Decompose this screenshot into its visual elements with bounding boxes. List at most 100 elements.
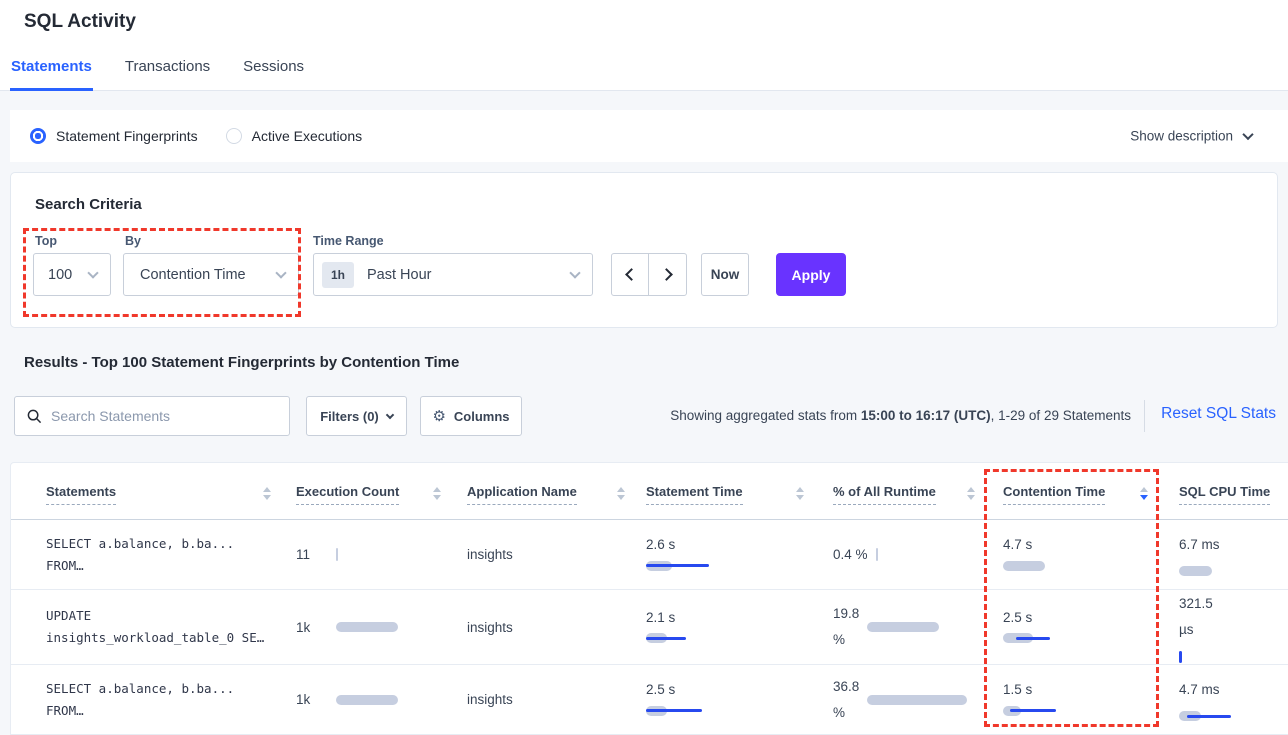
sort-down-icon xyxy=(433,495,441,500)
table-row: SELECT a.balance, b.ba... FROM… 1k insights… xyxy=(11,665,1288,735)
chevron-down-icon xyxy=(275,266,287,279)
bar-blue xyxy=(646,709,702,712)
bar-chart xyxy=(646,632,758,645)
column-header-sql-cpu-time[interactable]: SQL CPU Time xyxy=(1179,484,1271,505)
bar-chart xyxy=(1179,565,1288,578)
sort-icon-statements[interactable] xyxy=(263,487,271,500)
bar-blue-tick xyxy=(1179,650,1182,663)
aggregated-stats-text: Showing aggregated stats from 15:00 to 1… xyxy=(670,408,1131,423)
sort-icon-execution-count[interactable] xyxy=(433,487,441,500)
column-header-statement-time[interactable]: Statement Time xyxy=(646,484,743,505)
sort-icon-application-name[interactable] xyxy=(617,487,625,500)
cell-statement[interactable]: SELECT a.balance, b.ba... FROM… xyxy=(46,680,235,718)
sort-up-icon xyxy=(617,487,625,492)
execution-count-value: 11 xyxy=(296,547,311,562)
time-nav-group xyxy=(611,253,687,296)
bar-gray xyxy=(875,548,878,561)
bar-chart xyxy=(336,621,448,634)
sort-icon-statement-time[interactable] xyxy=(796,487,804,500)
columns-button[interactable]: ⚙ Columns xyxy=(420,396,522,436)
search-statements-box xyxy=(14,396,290,436)
filters-button[interactable]: Filters (0) xyxy=(306,396,407,436)
column-header-statements[interactable]: Statements xyxy=(46,484,117,505)
bar-blue xyxy=(646,636,686,640)
metric-value: 2.5 s xyxy=(646,682,676,697)
tab-transactions[interactable]: Transactions xyxy=(124,58,211,75)
apply-button[interactable]: Apply xyxy=(776,253,846,296)
sort-up-icon xyxy=(1140,487,1148,492)
column-header-label: Statement Time xyxy=(646,484,743,505)
radio-label: Active Executions xyxy=(251,128,363,144)
metric-value: 36.8% xyxy=(833,678,860,720)
previous-time-button[interactable] xyxy=(612,254,649,295)
sort-up-icon xyxy=(967,487,975,492)
sort-icon-of-all-runtime[interactable] xyxy=(967,487,975,500)
search-criteria-card: Search Criteria Top 100 By Contention Ti… xyxy=(10,172,1278,328)
radio-active-executions[interactable]: Active Executions xyxy=(225,128,363,144)
next-time-button[interactable] xyxy=(649,254,686,295)
cell-contention-time: 4.7 s xyxy=(1003,520,1115,589)
metric-value: 1.5 s xyxy=(1003,682,1033,697)
time-range-value: Past Hour xyxy=(367,266,432,283)
radio-unselected-icon[interactable] xyxy=(225,128,242,144)
sort-up-icon xyxy=(796,487,804,492)
reset-sql-stats-link[interactable]: Reset SQL Stats xyxy=(1161,405,1276,422)
sort-down-icon xyxy=(263,495,271,500)
time-range-select[interactable]: 1h Past Hour xyxy=(313,253,593,296)
columns-label: Columns xyxy=(453,408,510,424)
cell-application-name: insights xyxy=(467,692,513,707)
metric-value: 4.7 s xyxy=(1003,537,1033,552)
cell-statement[interactable]: SELECT a.balance, b.ba... FROM… xyxy=(46,535,235,573)
radio-statement-fingerprints[interactable]: Statement Fingerprints xyxy=(30,128,198,144)
top-label: Top xyxy=(35,234,57,248)
search-statements-input[interactable] xyxy=(51,408,289,424)
metric-value: 2.1 s xyxy=(646,609,676,625)
column-header-application-name[interactable]: Application Name xyxy=(467,484,577,505)
cell-statement[interactable]: UPDATE insights_workload_table_0 SE… xyxy=(46,608,265,645)
metric-value: 0.4 % xyxy=(833,546,868,562)
cell-sql-cpu-time: 321.5 µs xyxy=(1179,590,1288,664)
now-button[interactable]: Now xyxy=(701,253,749,296)
show-description-label: Show description xyxy=(1130,128,1233,144)
table-header-row: Statements Execution Count Application Nam… xyxy=(11,463,1288,520)
bar-gray xyxy=(336,622,398,632)
radio-selected-icon[interactable] xyxy=(30,128,46,144)
gear-icon: ⚙ xyxy=(432,408,446,425)
by-select-value: Contention Time xyxy=(140,266,246,283)
bar-gray xyxy=(867,622,940,632)
chevron-down-icon xyxy=(385,410,394,419)
show-description-toggle[interactable]: Show description xyxy=(1130,128,1254,144)
page-title: SQL Activity xyxy=(24,11,136,32)
sort-up-icon xyxy=(433,487,441,492)
column-header-execution-count[interactable]: Execution Count xyxy=(296,484,400,505)
tab-statements[interactable]: Statements xyxy=(10,58,93,91)
search-criteria-title: Search Criteria xyxy=(35,196,142,213)
cell-statement-time: 2.5 s xyxy=(646,665,758,734)
cell-execution-count: 1k xyxy=(296,665,448,734)
sort-down-icon xyxy=(1140,495,1148,500)
execution-count-value: 1k xyxy=(296,619,311,635)
cell-statement-time: 2.6 s xyxy=(646,520,758,589)
table-row: UPDATE insights_workload_table_0 SE… 1k ins… xyxy=(11,590,1288,665)
bar-chart xyxy=(867,621,979,634)
metric-value: 2.5 s xyxy=(1003,609,1033,625)
bar-gray xyxy=(1179,566,1212,576)
view-toggle-strip: Statement Fingerprints Active Executions… xyxy=(10,110,1288,162)
tab-sessions[interactable]: Sessions xyxy=(243,58,305,75)
top-select[interactable]: 100 xyxy=(33,253,111,296)
statements-table: Statements Execution Count Application Nam… xyxy=(10,462,1288,735)
by-select[interactable]: Contention Time xyxy=(123,253,299,296)
divider xyxy=(1144,400,1145,432)
sort-down-icon xyxy=(796,495,804,500)
metric-value: 19.8% xyxy=(833,606,860,647)
sort-down-icon xyxy=(967,495,975,500)
metric-value: 4.7 ms xyxy=(1179,681,1220,697)
metric-value: 6.7 ms xyxy=(1179,536,1220,552)
cell-application-name: insights xyxy=(467,547,513,562)
sort-icon-contention-time[interactable] xyxy=(1140,487,1148,500)
sort-down-icon xyxy=(617,495,625,500)
time-range-label: Time Range xyxy=(313,234,384,248)
column-header-of-all-runtime[interactable]: % of All Runtime xyxy=(833,484,936,505)
column-header-contention-time[interactable]: Contention Time xyxy=(1003,484,1106,505)
